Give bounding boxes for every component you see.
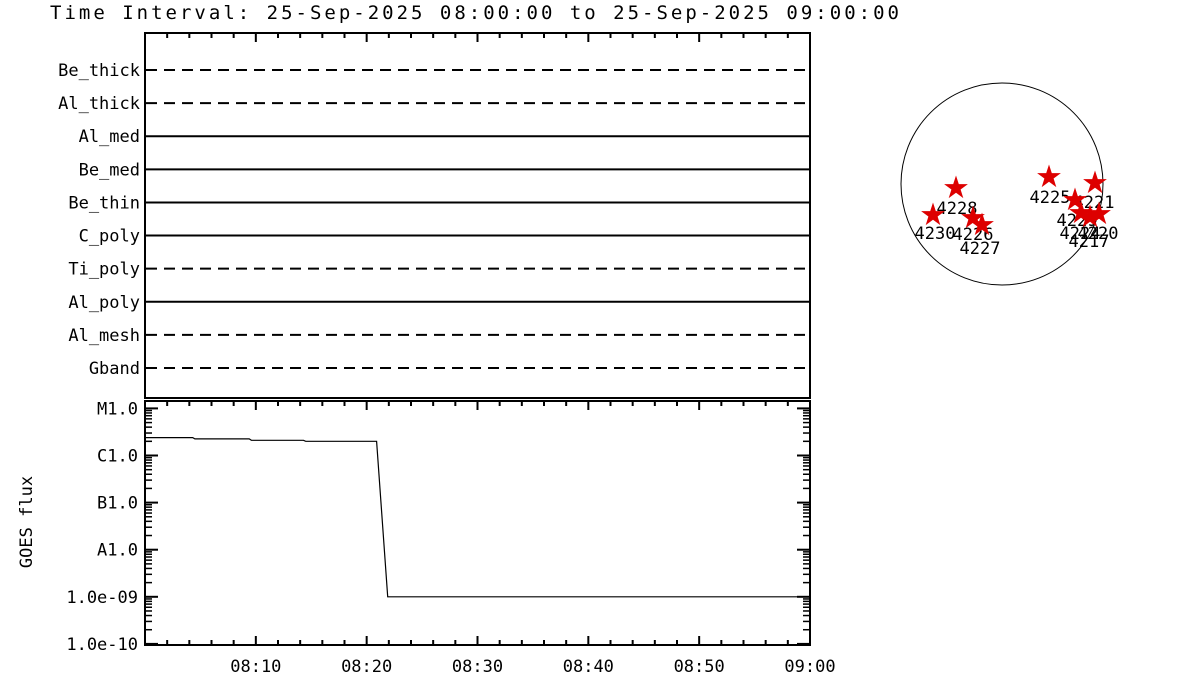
filter-label: Al_mesh: [68, 326, 140, 346]
time-axis-tick-label: 08:40: [563, 657, 614, 677]
filter-label: Al_med: [79, 127, 140, 147]
flux-axis-tick-label: 1.0e-09: [66, 588, 138, 608]
goes-flux-line: [145, 437, 810, 598]
time-axis-tick-label: 08:20: [341, 657, 392, 677]
filter-label: Be_med: [79, 160, 140, 180]
solar-disk-circle: [900, 82, 1104, 286]
active-region-star: [1087, 201, 1111, 225]
chart-title: Time Interval: 25-Sep-2025 08:00:00 to 2…: [50, 2, 902, 24]
y-axis-label: GOES flux: [17, 476, 37, 568]
active-region-label: 4217: [1069, 232, 1110, 252]
filter-timeline-panel: Be_thick Al_thick Al_med Be_med Be_thin C_pol…: [58, 32, 811, 399]
goes-panel-border: [144, 400, 811, 646]
active-region-star: [944, 175, 968, 199]
filter-label: Be_thin: [68, 193, 140, 213]
active-region-star: [1063, 187, 1087, 211]
flux-axis-tick-label: B1.0: [97, 494, 138, 514]
active-region-label: 4228: [937, 199, 978, 219]
filter-label: Al_thick: [58, 94, 140, 114]
flux-axis-tick-label: M1.0: [97, 399, 138, 419]
filter-label: Ti_poly: [68, 260, 140, 280]
active-region-star: [1069, 200, 1093, 224]
active-region-label: 4224: [1060, 224, 1101, 244]
goes-flux-panel: M1.0 C1.0 B1.0 A1.0 1.0e-09 1.0e-10 08:10 08:20…: [66, 399, 835, 677]
time-axis-tick-label: 08:50: [674, 657, 725, 677]
active-region-star: [970, 212, 994, 236]
filter-label: C_poly: [79, 227, 140, 247]
active-region-star: [921, 202, 945, 226]
active-region-label: 4225: [1030, 188, 1071, 208]
active-region-star: [1037, 164, 1061, 188]
time-axis-tick-label: 08:10: [230, 657, 281, 677]
active-region-star: [1078, 204, 1102, 228]
filter-label: Be_thick: [58, 61, 140, 81]
filter-label: Gband: [89, 359, 140, 379]
flux-axis-tick-label: A1.0: [97, 541, 138, 561]
active-region-label: 4220: [1078, 224, 1119, 244]
flux-axis-tick-label: 1.0e-10: [66, 635, 138, 655]
time-axis-tick-label: 09:00: [784, 657, 835, 677]
filter-panel-border: [144, 32, 811, 399]
flux-axis-tick-label: C1.0: [97, 447, 138, 467]
time-axis-tick-label: 08:30: [452, 657, 503, 677]
active-region-label: 4227: [960, 239, 1001, 259]
filter-label: Al_poly: [68, 293, 140, 313]
active-region-star: [961, 205, 985, 229]
active-region-label: 4230: [915, 224, 956, 244]
active-region-star: [1083, 170, 1107, 194]
